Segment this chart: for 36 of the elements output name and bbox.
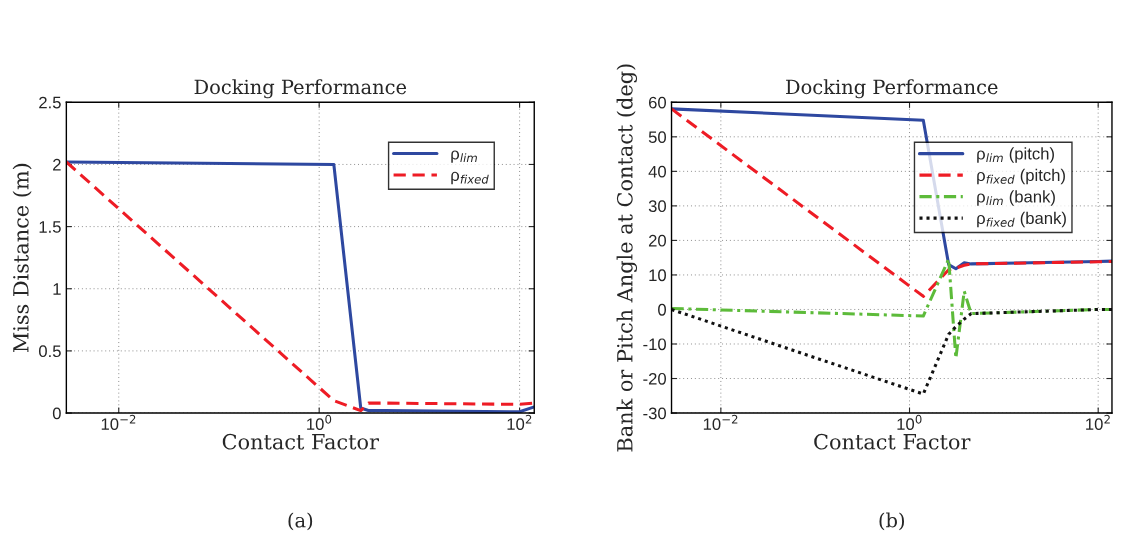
- y-tick-label: 50: [648, 131, 667, 144]
- y-tick-label: 60: [648, 96, 667, 109]
- x-tick-label: 10$^{2}$: [1086, 414, 1110, 431]
- x-tick-label: 10$^{0}$: [897, 414, 922, 431]
- x-tick-label: 10$^{−2}$: [703, 414, 738, 431]
- y-tick-label: 0: [658, 303, 667, 316]
- legend-label: ρ$_{fixed}$: [451, 171, 489, 185]
- y-tick-label: -10: [643, 338, 667, 351]
- y-tick-label: 2.5: [39, 96, 61, 109]
- text: (a): [288, 512, 313, 531]
- legend-label: ρ$_{lim}$ (bank): [977, 190, 1055, 206]
- legend-label: ρ$_{fixed}$ (pitch): [977, 168, 1065, 185]
- y-tick-label: 1: [53, 283, 61, 295]
- y-tick-label: 40: [648, 165, 667, 178]
- x-tick-label: 10$^{2}$: [507, 414, 532, 431]
- y-tick-label: 0: [52, 407, 61, 420]
- y-tick-label: 10: [649, 269, 667, 282]
- chart-title: Docking Performance: [786, 79, 998, 99]
- y-axis-title: Miss Distance (m): [12, 163, 32, 353]
- x-axis-title: Contact Factor: [222, 433, 379, 450]
- y-axis-title: Bank or Pitch Angle at Contact (deg): [616, 64, 638, 452]
- text: (b): [879, 512, 905, 531]
- legend-label: ρ$_{lim}$: [451, 150, 477, 163]
- x-tick-label: 10$^{0}$: [307, 414, 332, 431]
- x-axis-title: Contact Factor: [814, 433, 971, 450]
- chart-title: Docking Performance: [194, 79, 407, 99]
- legend-label: ρ$_{lim}$ (pitch): [977, 147, 1054, 163]
- y-tick-label: -30: [643, 407, 667, 420]
- y-tick-label: 2: [53, 158, 61, 171]
- x-tick-label: 10$^{−2}$: [101, 414, 136, 431]
- y-tick-label: 20: [648, 234, 667, 247]
- legend-label: ρ$_{fixed}$ (bank): [977, 211, 1066, 228]
- y-tick-label: 1.5: [39, 221, 61, 233]
- y-tick-label: 0.5: [38, 345, 61, 358]
- y-tick-label: 30: [648, 200, 667, 213]
- y-tick-label: -20: [643, 372, 667, 385]
